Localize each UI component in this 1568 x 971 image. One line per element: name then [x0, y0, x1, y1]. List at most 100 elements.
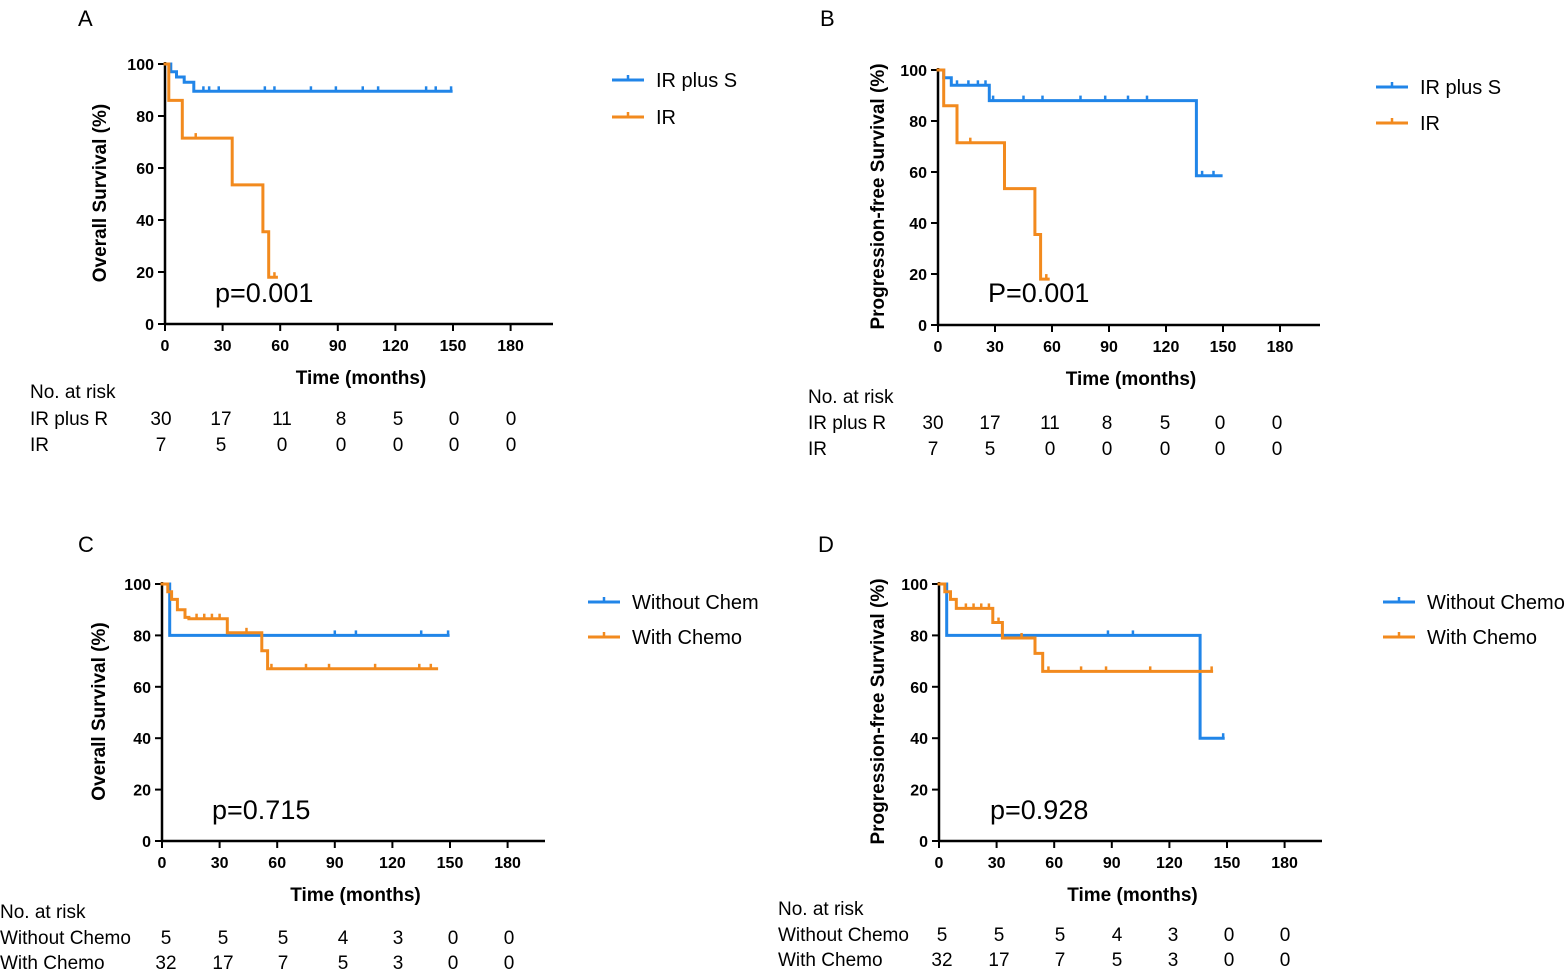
- p-value: p=0.001: [215, 278, 313, 308]
- y-tick-label: 20: [910, 783, 928, 800]
- risk-row-label: Without Chemo: [0, 928, 131, 949]
- risk-value: 17: [979, 413, 1000, 434]
- risk-value: 0: [336, 435, 347, 456]
- risk-value: 17: [212, 953, 233, 971]
- p-value: P=0.001: [988, 278, 1089, 308]
- x-tick-label: 90: [329, 338, 347, 355]
- risk-value: 0: [1272, 413, 1283, 434]
- risk-value: 0: [506, 435, 517, 456]
- risk-table-header: No. at risk: [0, 902, 86, 923]
- x-tick-label: 0: [934, 339, 943, 356]
- y-tick-label: 40: [910, 731, 928, 748]
- risk-value: 11: [1040, 413, 1060, 434]
- risk-value: 5: [218, 928, 229, 949]
- x-axis-title: Time (months): [296, 368, 427, 389]
- p-value: p=0.715: [212, 795, 310, 825]
- y-tick-label: 0: [918, 318, 927, 335]
- risk-value: 5: [937, 925, 948, 946]
- y-axis-title: Progression-free Survival (%): [868, 578, 889, 844]
- y-axis-title: Progression-free Survival (%): [868, 63, 889, 329]
- risk-value: 0: [393, 435, 404, 456]
- x-axis-title: Time (months): [1067, 885, 1198, 906]
- x-tick-label: 30: [211, 855, 229, 872]
- x-tick-label: 150: [440, 338, 467, 355]
- x-tick-label: 180: [1267, 339, 1294, 356]
- x-tick-label: 150: [1210, 339, 1237, 356]
- risk-value: 4: [1112, 925, 1123, 946]
- risk-value: 0: [1102, 439, 1113, 460]
- risk-value: 8: [336, 409, 347, 430]
- y-tick-label: 100: [124, 577, 151, 594]
- risk-value: 0: [1215, 439, 1226, 460]
- legend-label: IR: [1420, 113, 1440, 135]
- risk-value: 5: [161, 928, 172, 949]
- km-curve-orange: [163, 62, 278, 279]
- x-axis-title: Time (months): [290, 885, 421, 906]
- risk-table-header: No. at risk: [808, 387, 894, 408]
- y-tick-label: 0: [919, 834, 928, 851]
- x-axis-title: Time (months): [1066, 369, 1197, 390]
- risk-row-label: With Chemo: [0, 953, 105, 971]
- risk-table-header: No. at risk: [30, 382, 116, 403]
- risk-value: 4: [338, 928, 349, 949]
- risk-value: 11: [272, 409, 292, 430]
- risk-value: 5: [1160, 413, 1171, 434]
- risk-value: 0: [1272, 439, 1283, 460]
- panel-letter: B: [820, 6, 835, 31]
- risk-value: 5: [994, 925, 1005, 946]
- risk-value: 0: [449, 435, 460, 456]
- panel-letter: A: [78, 6, 93, 31]
- risk-value: 7: [156, 435, 167, 456]
- risk-value: 17: [210, 409, 231, 430]
- risk-row-label: IR: [808, 439, 827, 460]
- y-tick-label: 20: [136, 265, 154, 282]
- risk-value: 5: [985, 439, 996, 460]
- y-tick-label: 40: [136, 213, 154, 230]
- y-axis-title: Overall Survival (%): [90, 104, 111, 282]
- y-tick-label: 60: [136, 161, 154, 178]
- x-tick-label: 0: [161, 338, 170, 355]
- risk-value: 17: [988, 950, 1009, 971]
- x-tick-label: 150: [1214, 855, 1241, 872]
- y-tick-label: 100: [127, 57, 154, 74]
- risk-value: 0: [1280, 950, 1291, 971]
- km-curve-orange: [936, 68, 1050, 281]
- x-tick-label: 60: [271, 338, 289, 355]
- x-tick-label: 90: [1103, 855, 1121, 872]
- risk-value: 3: [393, 928, 404, 949]
- y-tick-label: 80: [909, 114, 927, 131]
- risk-value: 0: [1045, 439, 1056, 460]
- x-tick-label: 30: [988, 855, 1006, 872]
- risk-value: 0: [504, 928, 515, 949]
- km-curve-blue: [163, 62, 453, 93]
- risk-value: 3: [1168, 950, 1179, 971]
- y-tick-label: 60: [910, 680, 928, 697]
- risk-value: 30: [150, 409, 171, 430]
- x-tick-label: 120: [1156, 855, 1183, 872]
- y-tick-label: 80: [910, 628, 928, 645]
- risk-value: 7: [1055, 950, 1066, 971]
- legend-label: With Chemo: [632, 627, 742, 649]
- x-tick-label: 150: [437, 855, 464, 872]
- km-curve-blue: [160, 582, 450, 637]
- panel-letter: C: [78, 532, 94, 557]
- x-tick-label: 180: [497, 338, 524, 355]
- risk-value: 0: [1224, 925, 1235, 946]
- km-curve-blue: [936, 68, 1223, 178]
- km-curve-orange: [937, 582, 1214, 673]
- risk-value: 7: [928, 439, 939, 460]
- x-tick-label: 60: [1043, 339, 1061, 356]
- legend-label: Without Chem: [632, 592, 759, 614]
- risk-value: 0: [448, 928, 459, 949]
- risk-value: 7: [278, 953, 289, 971]
- x-tick-label: 180: [1271, 855, 1298, 872]
- risk-value: 0: [1224, 950, 1235, 971]
- x-tick-label: 180: [494, 855, 521, 872]
- legend-label: IR plus S: [656, 70, 737, 92]
- p-value: p=0.928: [990, 795, 1088, 825]
